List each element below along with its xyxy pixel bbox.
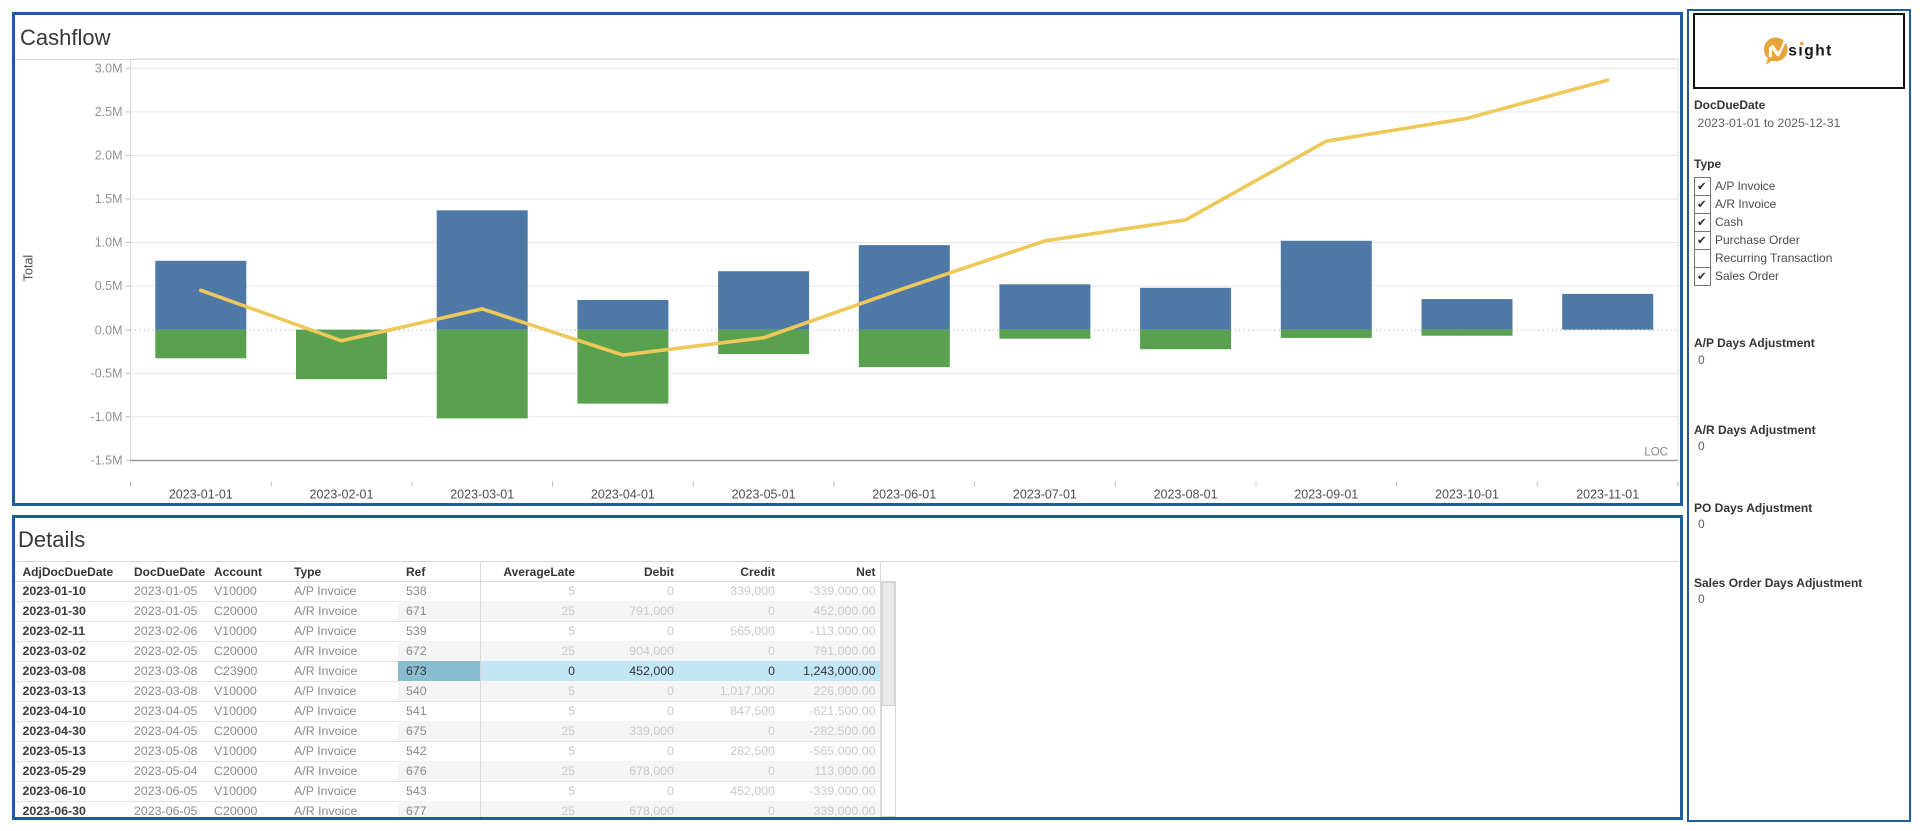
svg-text:2023-03-01: 2023-03-01 [450, 488, 514, 502]
svg-text:3.0M: 3.0M [95, 62, 123, 76]
svg-text:2023-06-01: 2023-06-01 [872, 488, 936, 502]
svg-text:2023-02-01: 2023-02-01 [310, 488, 374, 502]
svg-text:2023-07-01: 2023-07-01 [1013, 488, 1077, 502]
svg-text:2023-10-01: 2023-10-01 [1435, 488, 1499, 502]
svg-text:2.0M: 2.0M [95, 149, 123, 163]
svg-text:2023-05-01: 2023-05-01 [732, 488, 796, 502]
svg-text:-1.0M: -1.0M [91, 410, 123, 424]
svg-text:2023-01-01: 2023-01-01 [169, 488, 233, 502]
svg-text:-0.5M: -0.5M [91, 366, 123, 380]
svg-text:2023-08-01: 2023-08-01 [1154, 488, 1218, 502]
svg-text:2023-04-01: 2023-04-01 [591, 488, 655, 502]
svg-text:-1.5M: -1.5M [91, 453, 123, 467]
svg-text:1.5M: 1.5M [95, 192, 123, 206]
svg-text:2023-11-01: 2023-11-01 [1576, 488, 1639, 502]
svg-text:LOC: LOC [1644, 447, 1668, 459]
svg-text:2.5M: 2.5M [95, 105, 123, 119]
svg-text:0.0M: 0.0M [95, 323, 123, 337]
svg-text:1.0M: 1.0M [95, 236, 123, 250]
svg-text:0.5M: 0.5M [95, 279, 123, 293]
svg-text:Total: Total [22, 255, 36, 281]
svg-text:2023-09-01: 2023-09-01 [1294, 488, 1358, 502]
svg-text:sıght: sıght [1788, 43, 1833, 60]
